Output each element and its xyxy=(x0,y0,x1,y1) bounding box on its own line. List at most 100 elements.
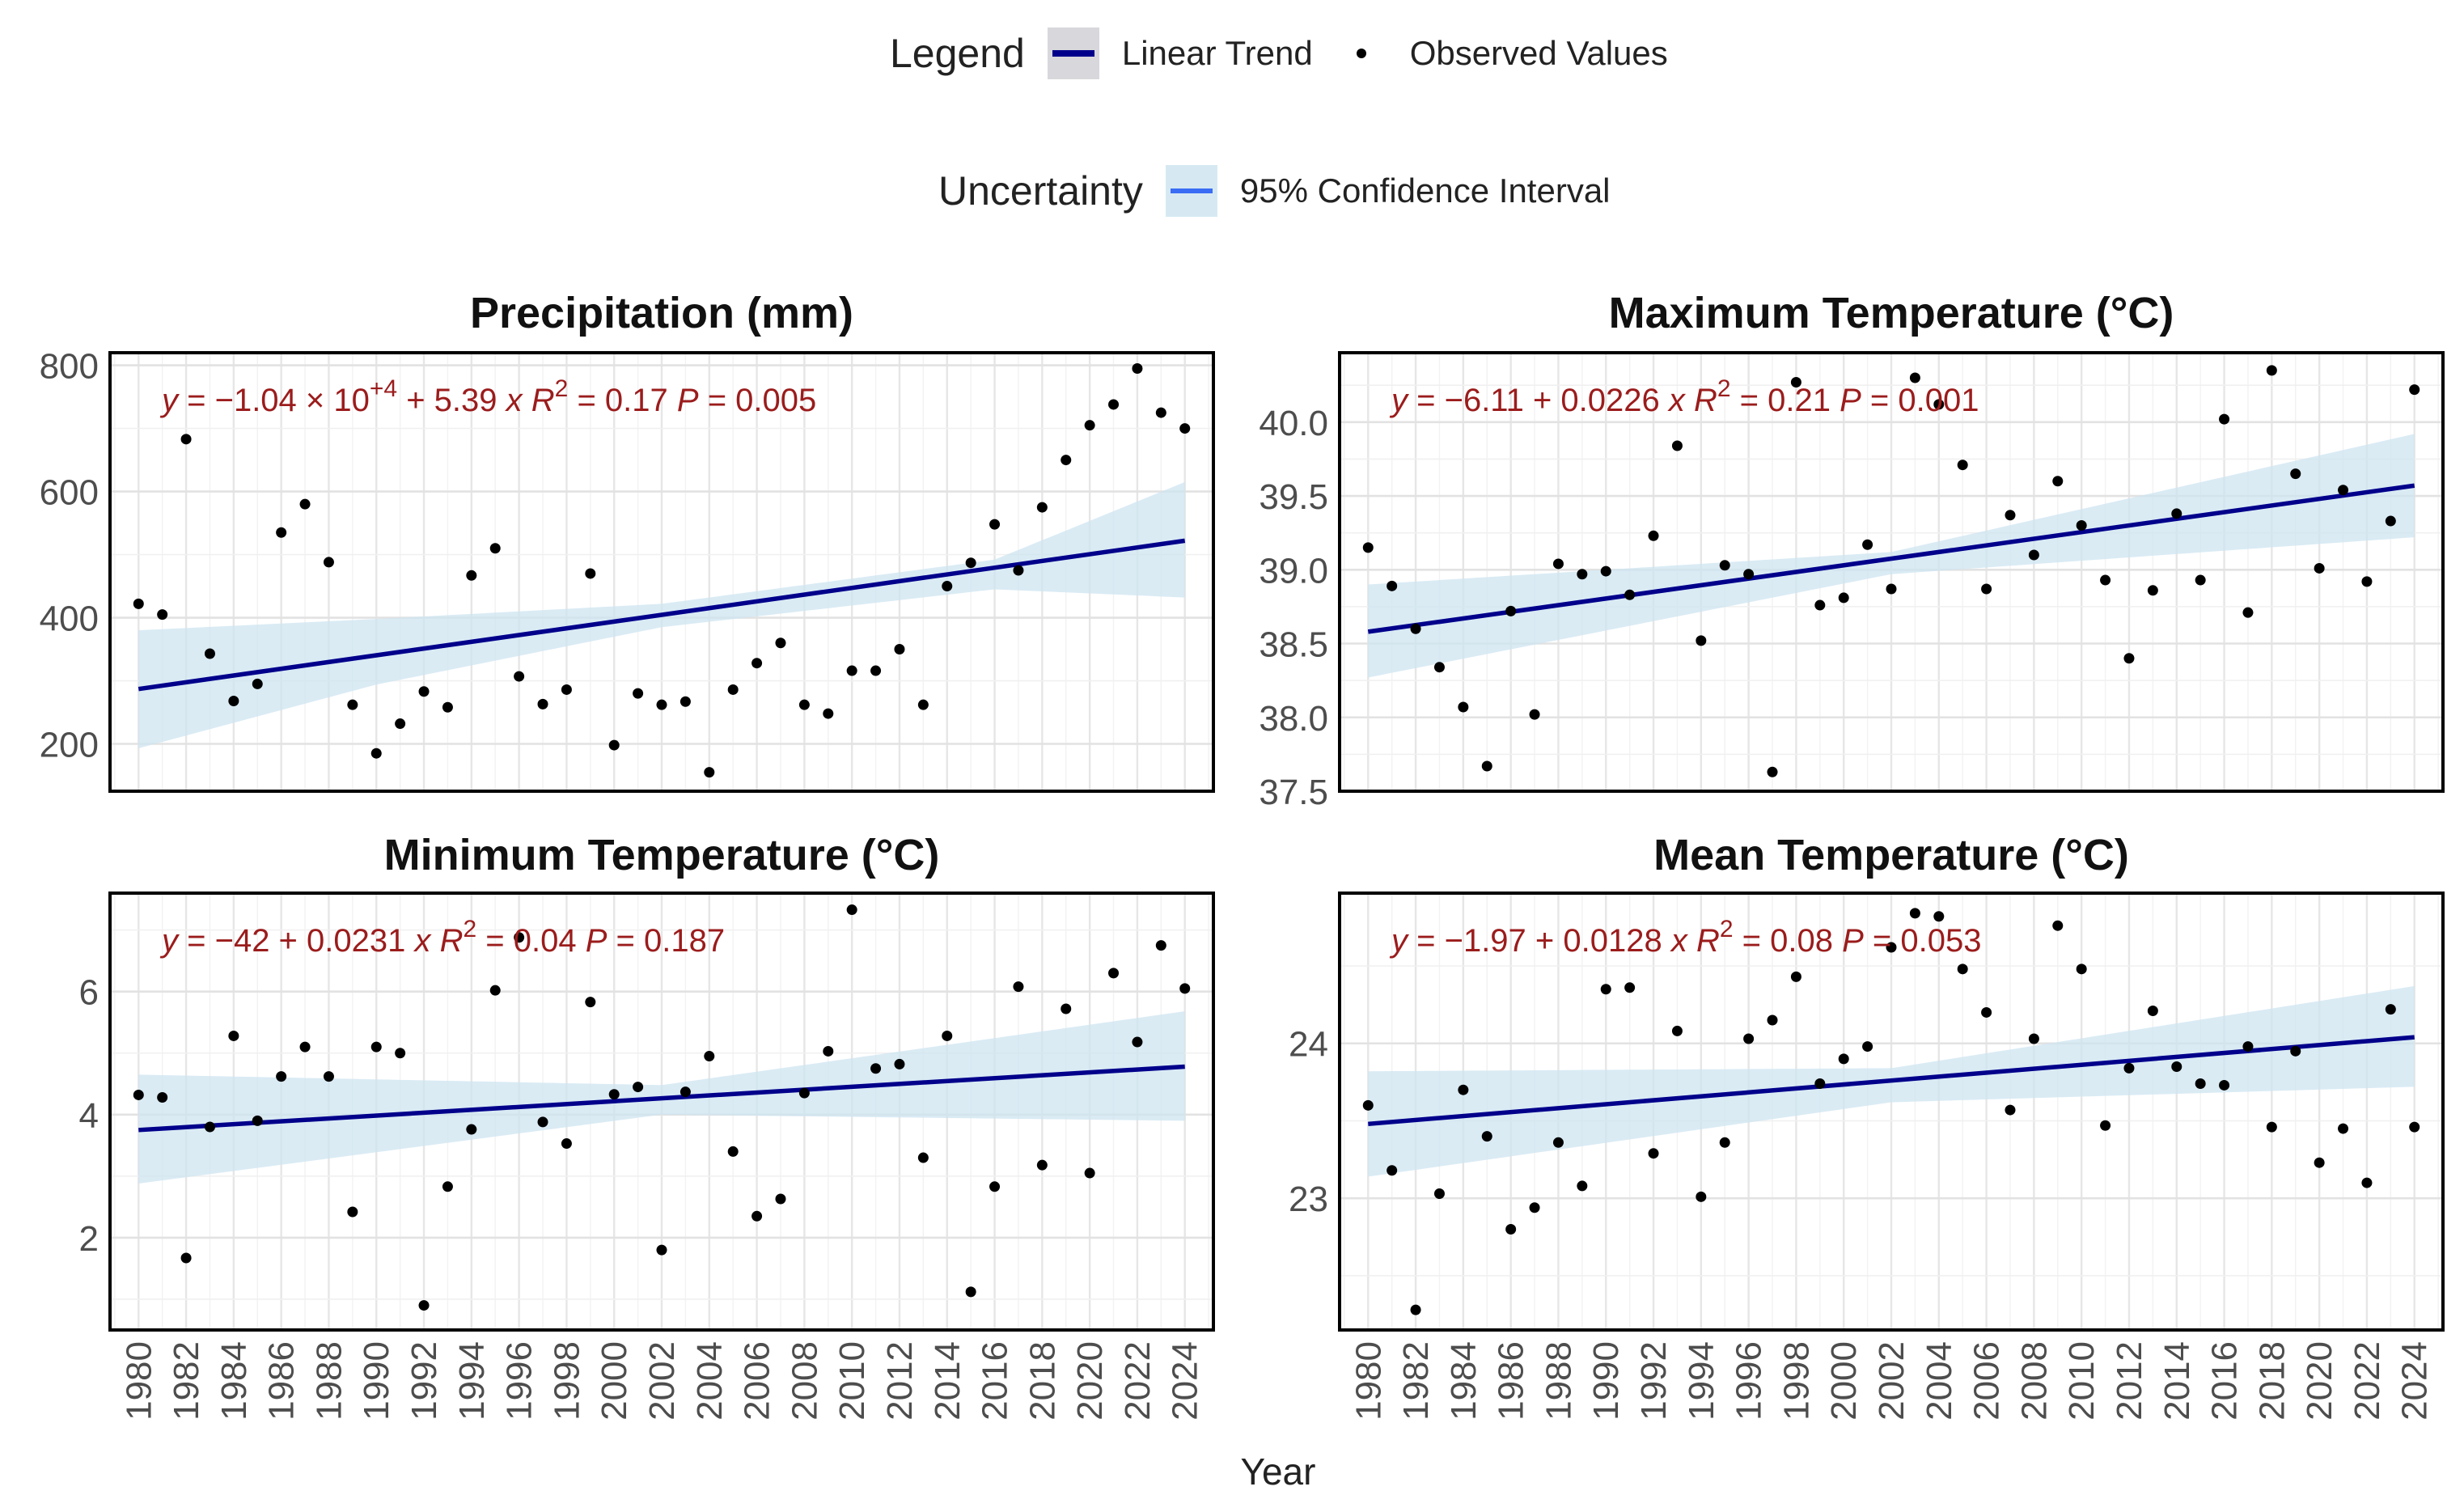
data-point xyxy=(1790,376,1801,388)
data-point xyxy=(1886,942,1897,953)
data-point xyxy=(323,557,334,568)
data-point xyxy=(1743,569,1755,580)
data-point xyxy=(2147,585,2158,596)
data-point xyxy=(2266,1121,2277,1133)
data-point xyxy=(276,1071,287,1082)
data-point xyxy=(942,581,953,592)
data-point xyxy=(1814,1078,1826,1090)
panel-border xyxy=(108,892,1215,1332)
data-point xyxy=(1362,1099,1374,1111)
data-point xyxy=(514,932,525,943)
x-tick-label: 1998 xyxy=(547,1341,586,1421)
data-point xyxy=(727,684,739,695)
data-point xyxy=(1084,420,1095,431)
y-tick-label: 24 xyxy=(1289,1025,1328,1065)
data-point xyxy=(823,1045,834,1057)
data-point xyxy=(585,997,596,1008)
data-point xyxy=(1886,583,1897,595)
data-point xyxy=(299,498,311,510)
data-point xyxy=(1719,560,1730,571)
data-point xyxy=(2195,1078,2206,1090)
x-tick-label: 2012 xyxy=(880,1341,920,1421)
x-tick-label: 1994 xyxy=(452,1341,492,1421)
data-point xyxy=(2052,476,2064,487)
trend-line xyxy=(1367,483,2415,634)
data-point xyxy=(823,708,834,719)
data-point xyxy=(775,1193,786,1205)
data-point xyxy=(2100,1120,2111,1131)
data-point xyxy=(775,637,786,649)
data-point xyxy=(704,1051,715,1062)
data-point xyxy=(2314,562,2325,574)
x-tick-label: 2020 xyxy=(1070,1341,1110,1421)
data-point xyxy=(2266,365,2277,376)
data-point xyxy=(1624,982,1636,993)
data-point xyxy=(537,1116,548,1128)
x-tick-label: 2000 xyxy=(595,1341,634,1421)
y-tick-label: 600 xyxy=(40,473,99,513)
panel-border xyxy=(108,351,1215,793)
data-point xyxy=(395,1048,406,1059)
data-point xyxy=(846,904,857,916)
x-tick-label: 1982 xyxy=(167,1341,206,1421)
data-point xyxy=(1529,1202,1540,1213)
observed-values-key-icon xyxy=(1336,28,1387,79)
x-tick-label: 2016 xyxy=(2205,1341,2245,1421)
data-point xyxy=(2361,1177,2373,1188)
data-point xyxy=(656,699,667,710)
data-point xyxy=(1767,766,1778,777)
data-point xyxy=(2338,485,2349,496)
confidence-interval-key-icon xyxy=(1165,165,1217,217)
data-point xyxy=(989,519,1001,530)
x-tick-label: 1984 xyxy=(1444,1341,1484,1421)
x-tick-label: 1992 xyxy=(1634,1341,1674,1421)
data-point xyxy=(370,748,382,759)
data-point xyxy=(157,609,168,620)
data-point xyxy=(798,699,810,710)
data-point xyxy=(347,1206,358,1218)
data-point xyxy=(798,1087,810,1099)
confidence-interval-label: 95% Confidence Interval xyxy=(1239,172,1611,210)
x-tick-label: 1986 xyxy=(1492,1341,1531,1421)
data-point xyxy=(846,665,857,676)
data-point xyxy=(1108,968,1120,979)
legend-row: Legend Linear Trend Observed Values xyxy=(890,21,1668,86)
data-point xyxy=(2076,520,2087,532)
data-point xyxy=(1481,1131,1492,1142)
data-point xyxy=(2123,1062,2135,1074)
x-tick-label: 2024 xyxy=(1166,1341,1205,1421)
regression-equation: y = −6.11 + 0.0226 x R2 = 0.21 P = 0.001 xyxy=(1389,375,1979,418)
data-point xyxy=(1696,1191,1707,1202)
y-tick-label: 6 xyxy=(79,973,99,1013)
chart-panel-1: Precipitation (mm) 200 400 600 800 y = −1.04 … xyxy=(40,289,1215,793)
linear-trend-label: Linear Trend xyxy=(1121,34,1313,72)
y-tick-label: 40.0 xyxy=(1259,404,1328,443)
data-point xyxy=(1061,1003,1072,1014)
regression-equation: y = −1.97 + 0.0128 x R2 = 0.08 P = 0.053 xyxy=(1389,916,1981,959)
uncertainty-title: Uncertainty xyxy=(938,168,1143,214)
data-point xyxy=(1909,908,1920,919)
data-point xyxy=(2409,1121,2420,1133)
data-point xyxy=(2242,1041,2254,1052)
data-point xyxy=(1061,455,1072,466)
data-point xyxy=(1132,1036,1143,1048)
x-tick-label: 2010 xyxy=(2062,1341,2102,1421)
regression-equation: y = −1.04 × 10+4 + 5.39 x R2 = 0.17 P = … xyxy=(159,375,816,418)
trend-line xyxy=(138,1064,1185,1133)
x-tick-label: 1990 xyxy=(1586,1341,1626,1421)
data-point xyxy=(442,1181,453,1192)
data-point xyxy=(2147,1006,2158,1017)
data-point xyxy=(633,1082,644,1093)
data-point xyxy=(2219,1079,2230,1091)
x-tick-label: 2014 xyxy=(928,1341,967,1421)
data-point xyxy=(1013,565,1024,576)
data-point xyxy=(1814,599,1826,611)
data-point xyxy=(1957,460,1968,471)
x-tick-label: 2010 xyxy=(832,1341,872,1421)
x-tick-label: 2002 xyxy=(642,1341,682,1421)
data-point xyxy=(1362,542,1374,553)
y-tick-label: 39.0 xyxy=(1259,551,1328,591)
y-tick-label: 4 xyxy=(79,1096,99,1136)
data-point xyxy=(2005,1104,2016,1116)
data-point xyxy=(1838,592,1849,604)
